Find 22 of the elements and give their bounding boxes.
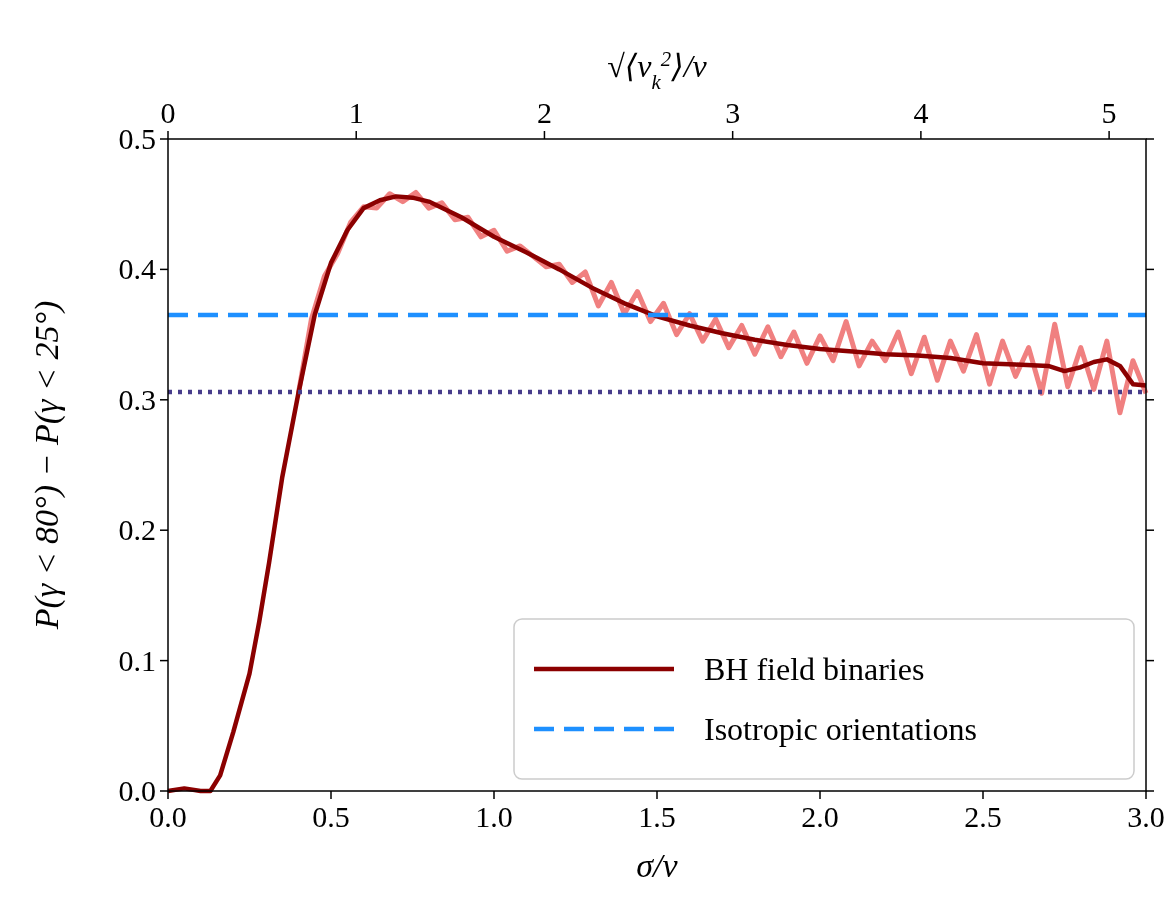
y-tick-label: 0.1: [118, 643, 156, 677]
x2-tick-label: 5: [1101, 96, 1117, 129]
x-tick-label: 3.0: [1127, 800, 1165, 833]
x2-tick-label: 3: [725, 96, 741, 129]
x-tick-label: 0.5: [312, 800, 350, 833]
legend-label: Isotropic orientations: [704, 711, 977, 747]
x-tick-label: 1.5: [638, 800, 676, 833]
x-axis-title: σ/v: [636, 847, 679, 884]
x2-tick-label: 1: [348, 96, 364, 129]
y-tick-label: 0.2: [118, 513, 156, 547]
x-tick-label: 1.0: [475, 800, 513, 833]
x-tick-label: 2.5: [964, 800, 1002, 833]
x2-tick-label: 2: [536, 96, 552, 129]
y-tick-label: 0.4: [118, 252, 156, 286]
x2-tick-label: 0: [160, 96, 176, 129]
legend-label: BH field binaries: [704, 651, 925, 687]
y-tick-label: 0.5: [118, 122, 156, 155]
x2-axis-title: √⟨v$_{k}$$^{2}$⟩/v: [607, 46, 708, 93]
y-tick-label: 0.3: [118, 382, 156, 416]
x2-tick-label: 4: [913, 96, 929, 129]
y-axis-title: P(γ < 80°) − P(γ < 25°): [28, 300, 66, 631]
x-tick-label: 2.0: [801, 800, 839, 833]
